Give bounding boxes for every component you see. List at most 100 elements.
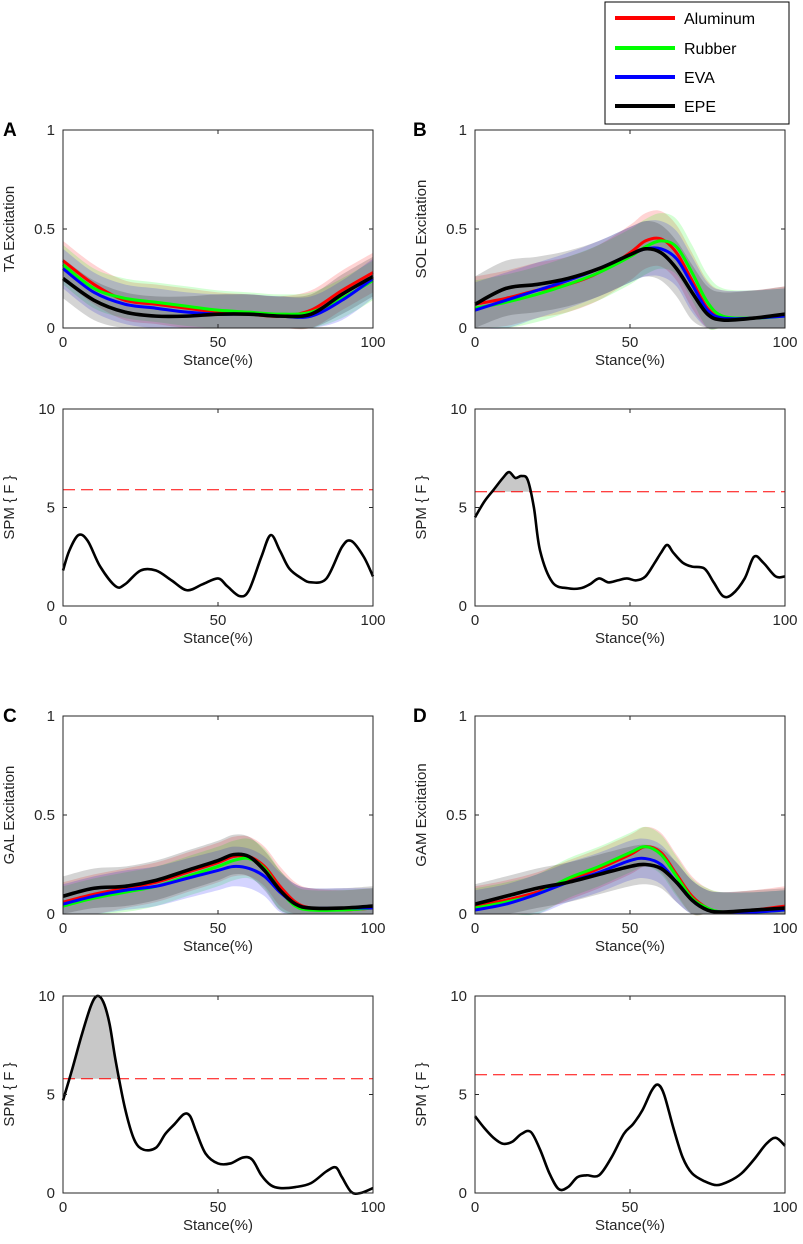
x-axis-label: Stance(%) xyxy=(183,938,253,955)
x-tick-label: 0 xyxy=(59,334,67,351)
y-tick-label: 0 xyxy=(459,598,467,615)
x-axis-label: Stance(%) xyxy=(595,352,665,369)
series-line-rubber xyxy=(62,856,374,912)
y-tick-label: 1 xyxy=(459,122,467,139)
x-tick-label: 0 xyxy=(59,1199,67,1216)
legend: Aluminum Rubber EVA EPE xyxy=(604,1,790,125)
y-tick-label: 0.5 xyxy=(34,807,55,824)
panel-letter-a: A xyxy=(3,120,17,141)
ta-excitation-chart: 0 50 100 0 0.5 1 Stance(%) TA Excitation xyxy=(1,122,386,369)
y-tick-label: 10 xyxy=(38,401,55,418)
series-line-epe xyxy=(62,852,374,911)
gal-spm-chart: 0 50 100 0 5 10 Stance(%) SPM { F } xyxy=(1,988,386,1234)
x-tick-label: 50 xyxy=(622,1199,639,1216)
x-tick-label: 50 xyxy=(622,920,639,937)
x-tick-label: 0 xyxy=(59,920,67,937)
y-tick-label: 0.5 xyxy=(446,807,467,824)
band-eva xyxy=(63,248,373,329)
ta-spm-chart: 0 50 100 0 5 10 Stance(%) SPM { F } xyxy=(1,401,386,647)
x-tick-label: 0 xyxy=(471,334,479,351)
x-tick-label: 100 xyxy=(772,612,797,629)
gal-excitation-chart: 0 50 100 0 0.5 1 Stance(%) GAL Excitation xyxy=(1,708,386,955)
x-tick-label: 0 xyxy=(59,612,67,629)
legend-label-epe: EPE xyxy=(684,99,716,116)
y-axis-label: SPM { F } xyxy=(1,1062,18,1126)
y-tick-label: 0.5 xyxy=(34,221,55,238)
y-tick-label: 1 xyxy=(47,122,55,139)
axes-frame xyxy=(474,995,786,1194)
y-tick-label: 0 xyxy=(459,320,467,337)
panel-letter-d: D xyxy=(413,706,427,727)
band-eva xyxy=(475,838,785,915)
y-tick-label: 0 xyxy=(459,906,467,923)
x-tick-label: 50 xyxy=(210,334,227,351)
series-line-epe xyxy=(474,246,786,323)
band-rubber xyxy=(475,826,785,916)
spm-curve xyxy=(61,994,374,1196)
legend-label-eva: EVA xyxy=(684,70,715,87)
y-tick-label: 0 xyxy=(47,598,55,615)
panel-letter-b: B xyxy=(413,120,427,141)
y-axis-label: GAL Excitation xyxy=(1,766,18,865)
y-tick-label: 5 xyxy=(459,500,467,517)
x-tick-label: 100 xyxy=(772,1199,797,1216)
y-axis-label: SOL Excitation xyxy=(413,180,430,279)
band-epe xyxy=(475,844,785,915)
y-tick-label: 5 xyxy=(47,1087,55,1104)
y-tick-label: 5 xyxy=(47,500,55,517)
y-axis-label: SPM { F } xyxy=(413,475,430,539)
y-tick-label: 10 xyxy=(38,988,55,1005)
x-tick-label: 0 xyxy=(471,1199,479,1216)
panel-letter-c: C xyxy=(3,706,17,727)
x-tick-label: 50 xyxy=(210,920,227,937)
sol-spm-chart: 0 50 100 0 5 10 Stance(%) SPM { F } xyxy=(413,401,798,647)
band-rubber xyxy=(63,838,373,915)
x-tick-label: 100 xyxy=(360,920,385,937)
band-epe xyxy=(63,256,373,330)
legend-box xyxy=(604,1,790,125)
x-tick-label: 100 xyxy=(360,612,385,629)
band-eva xyxy=(63,846,373,915)
band-aluminum xyxy=(475,826,785,916)
spm-curve xyxy=(61,533,375,598)
y-tick-label: 1 xyxy=(459,708,467,725)
x-axis-label: Stance(%) xyxy=(183,352,253,369)
band-epe xyxy=(475,221,785,329)
series-line-epe xyxy=(474,862,786,914)
legend-label-aluminum: Aluminum xyxy=(684,11,755,28)
y-axis-label: GAM Excitation xyxy=(413,763,430,866)
axes-frame xyxy=(474,408,786,607)
x-tick-label: 0 xyxy=(471,612,479,629)
x-axis-label: Stance(%) xyxy=(183,630,253,647)
y-tick-label: 10 xyxy=(450,401,467,418)
x-axis-label: Stance(%) xyxy=(183,1217,253,1234)
x-axis-label: Stance(%) xyxy=(595,1217,665,1234)
x-axis-label: Stance(%) xyxy=(595,630,665,647)
series-line-rubber xyxy=(474,239,786,320)
gam-excitation-chart: 0 50 100 0 0.5 1 Stance(%) GAM Excitation xyxy=(413,708,798,955)
x-tick-label: 100 xyxy=(360,1199,385,1216)
legend-label-rubber: Rubber xyxy=(684,41,737,58)
x-tick-label: 100 xyxy=(360,334,385,351)
x-tick-label: 50 xyxy=(622,334,639,351)
x-axis-label: Stance(%) xyxy=(595,938,665,955)
sol-excitation-chart: 0 50 100 0 0.5 1 Stance(%) SOL Excitation xyxy=(413,122,798,369)
x-tick-label: 50 xyxy=(210,1199,227,1216)
y-tick-label: 0 xyxy=(47,906,55,923)
x-tick-label: 0 xyxy=(471,920,479,937)
y-axis-label: TA Excitation xyxy=(1,186,18,272)
gam-spm-chart: 0 50 100 0 5 10 Stance(%) SPM { F } xyxy=(413,988,798,1234)
y-axis-label: SPM { F } xyxy=(413,1062,430,1126)
y-tick-label: 1 xyxy=(47,708,55,725)
band-aluminum xyxy=(63,835,373,915)
x-tick-label: 100 xyxy=(772,334,797,351)
y-tick-label: 0 xyxy=(47,320,55,337)
series-line-epe xyxy=(61,274,374,319)
spm-curve xyxy=(473,470,786,599)
band-epe xyxy=(63,834,373,915)
spm-curve xyxy=(473,1083,786,1192)
y-tick-label: 0.5 xyxy=(446,221,467,238)
y-tick-label: 0 xyxy=(459,1185,467,1202)
x-tick-label: 50 xyxy=(210,612,227,629)
x-tick-label: 50 xyxy=(622,612,639,629)
